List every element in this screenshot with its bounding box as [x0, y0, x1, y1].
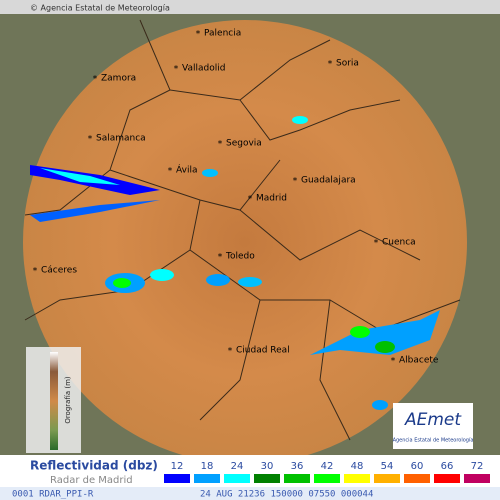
- city-marker: *: [196, 30, 201, 40]
- city-label: Zamora: [101, 74, 136, 84]
- elevation-title: Orografía (m): [64, 376, 72, 424]
- city-marker: *: [168, 167, 173, 177]
- footer-bar: [0, 487, 500, 500]
- city-label: Ávila: [176, 164, 197, 176]
- city-marker: *: [374, 239, 379, 249]
- level-swatch: [164, 474, 190, 483]
- city-marker: *: [248, 195, 253, 205]
- legend-subtitle: Radar de Madrid: [50, 475, 133, 486]
- city-marker: *: [93, 75, 98, 85]
- level-label: 12: [171, 461, 184, 472]
- level-swatch: [254, 474, 280, 483]
- footer-product: 0001 RDAR_PPI-R: [12, 490, 94, 500]
- elevation-bar: [50, 352, 58, 450]
- city-label: Salamanca: [96, 134, 146, 144]
- top-strip: [0, 0, 500, 14]
- level-label: 66: [441, 461, 454, 472]
- level-label: 24: [231, 461, 244, 472]
- level-swatch: [404, 474, 430, 483]
- level-swatch: [224, 474, 250, 483]
- level-label: 36: [291, 461, 304, 472]
- level-label: 60: [411, 461, 424, 472]
- legend-title: Reflectividad (dbz): [30, 459, 158, 473]
- city-label: Toledo: [225, 252, 255, 262]
- city-marker: *: [218, 253, 223, 263]
- level-label: 42: [321, 461, 334, 472]
- logo-subtitle: Agencia Estatal de Meteorología: [393, 437, 474, 444]
- radar-echoes: [30, 116, 440, 410]
- city-marker: *: [391, 357, 396, 367]
- footer-stamp: 24 AUG 21236 150000 07550 000044: [200, 490, 373, 500]
- city-label: Cuenca: [382, 238, 416, 248]
- level-swatch: [434, 474, 460, 483]
- logo-name: AEmet: [404, 410, 462, 430]
- city-label: Valladolid: [182, 64, 225, 74]
- boundaries: [24, 19, 461, 441]
- level-label: 30: [261, 461, 274, 472]
- city-marker: *: [33, 267, 38, 277]
- city-label: Soria: [336, 59, 359, 69]
- level-swatch: [464, 474, 490, 483]
- city-label: Ciudad Real: [236, 346, 290, 356]
- city-marker: *: [293, 177, 298, 187]
- city-label: Guadalajara: [301, 176, 356, 186]
- radar-coverage: [23, 20, 467, 464]
- city-marker: *: [174, 65, 179, 75]
- city-marker: *: [328, 60, 333, 70]
- city-label: Cáceres: [41, 266, 77, 276]
- city-marker: *: [88, 135, 93, 145]
- city-label: Madrid: [256, 194, 287, 204]
- level-label: 54: [381, 461, 394, 472]
- copyright: © Agencia Estatal de Meteorología: [30, 4, 170, 13]
- city-label: Albacete: [399, 356, 439, 366]
- level-swatch: [314, 474, 340, 483]
- level-swatch: [344, 474, 370, 483]
- city-marker: *: [218, 140, 223, 150]
- level-label: 72: [471, 461, 484, 472]
- level-label: 18: [201, 461, 214, 472]
- level-swatch: [194, 474, 220, 483]
- city-marker: *: [228, 347, 233, 357]
- logo-box: [393, 403, 473, 449]
- city-label: Palencia: [204, 29, 241, 39]
- level-swatch: [284, 474, 310, 483]
- level-label: 48: [351, 461, 364, 472]
- level-swatch: [374, 474, 400, 483]
- city-label: Segovia: [226, 139, 262, 149]
